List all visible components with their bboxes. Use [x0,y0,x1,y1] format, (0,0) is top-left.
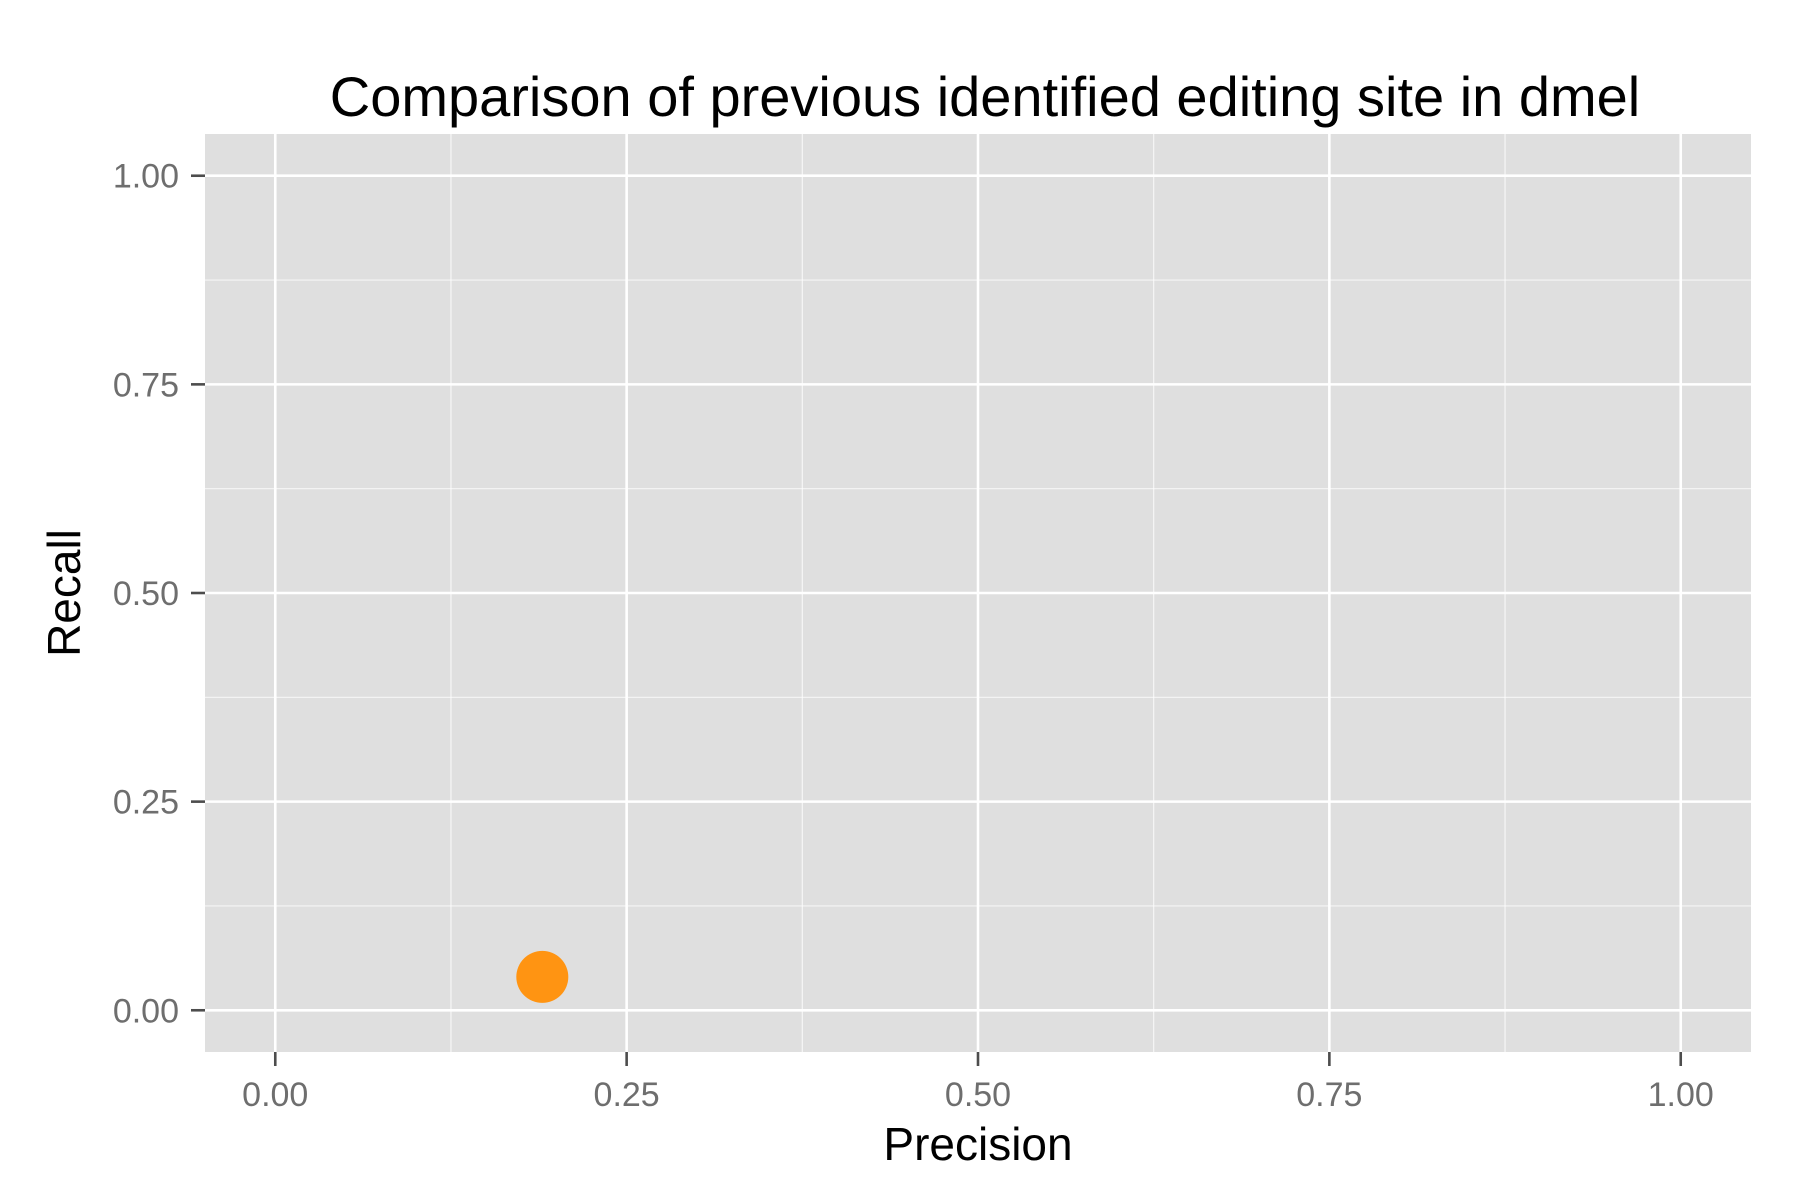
x-axis-title: Precision [883,1118,1072,1170]
y-tick-label: 0.00 [113,992,179,1030]
y-tick-label: 0.50 [113,575,179,613]
y-tick-label: 0.25 [113,784,179,822]
y-axis-tick-labels: 0.00 0.25 0.50 0.75 1.00 [113,158,179,1031]
x-axis-ticks [273,1052,1683,1066]
x-tick-label: 1.00 [1648,1076,1714,1114]
x-tick-label: 0.00 [242,1076,308,1114]
data-points [516,950,569,1003]
major-gridlines [205,134,1751,1052]
x-tick-label: 0.25 [594,1076,660,1114]
x-axis-tick-labels: 0.00 0.25 0.50 0.75 1.00 [242,1076,1714,1114]
y-axis-ticks [191,174,205,1012]
chart-title: Comparison of previous identified editin… [330,65,1640,128]
y-tick-label: 1.00 [113,158,179,196]
x-tick-label: 0.75 [1296,1076,1362,1114]
y-tick-label: 0.75 [113,366,179,404]
y-axis-title: Recall [38,529,90,657]
x-tick-label: 0.50 [945,1076,1011,1114]
data-point [516,950,569,1003]
